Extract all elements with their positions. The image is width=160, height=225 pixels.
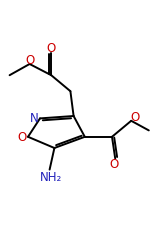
Text: O: O <box>18 131 27 144</box>
Text: O: O <box>110 158 119 171</box>
Text: N: N <box>30 112 38 125</box>
Text: O: O <box>131 111 140 124</box>
Text: O: O <box>26 54 35 67</box>
Text: O: O <box>47 42 56 54</box>
Text: NH₂: NH₂ <box>40 170 62 183</box>
